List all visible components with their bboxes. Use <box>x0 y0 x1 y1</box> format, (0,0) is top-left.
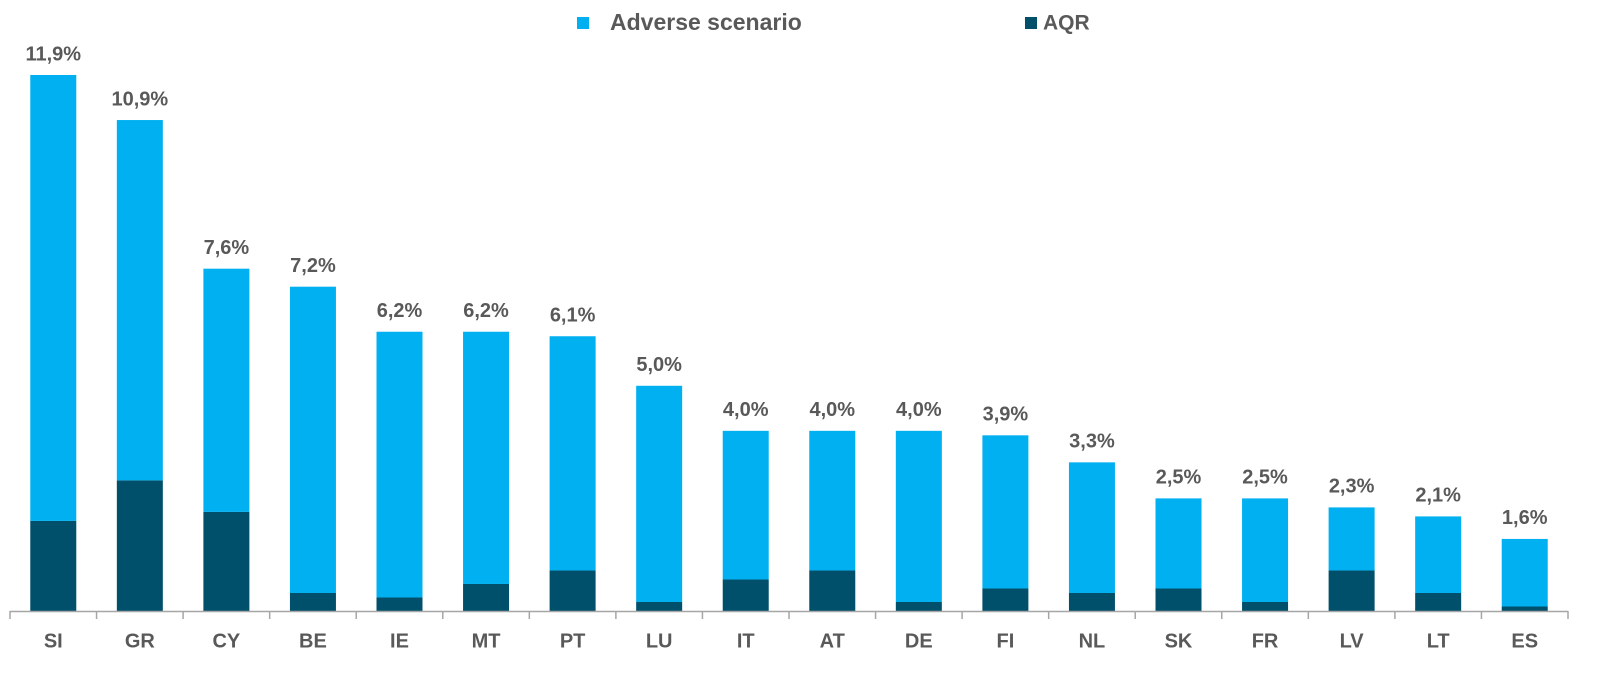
legend-label: AQR <box>1043 12 1090 35</box>
x-tick-label: IE <box>390 630 409 652</box>
bar-segment <box>722 579 769 611</box>
bar-segment <box>982 435 1029 589</box>
bar-segment <box>376 331 423 598</box>
bar-segment <box>722 430 769 580</box>
bar-segment <box>636 601 683 611</box>
bar-segment <box>1328 507 1375 571</box>
bar-segment <box>549 570 596 611</box>
x-tick-label: DE <box>905 630 933 652</box>
total-label: 2,5% <box>1156 467 1202 489</box>
x-tick-label: MT <box>472 630 501 652</box>
legend-label: Adverse scenario <box>610 9 802 35</box>
bar-segment <box>809 570 856 611</box>
total-label: 2,1% <box>1415 485 1461 507</box>
bar-segment <box>376 597 423 611</box>
bar-segment <box>982 588 1029 611</box>
bar-segment <box>1242 601 1289 611</box>
total-label: 3,3% <box>1069 431 1115 453</box>
total-label: 7,6% <box>204 237 250 259</box>
bar-segment <box>463 331 510 584</box>
x-tick-label: NL <box>1079 630 1106 652</box>
x-tick-label: FI <box>996 630 1014 652</box>
bar-segment <box>289 592 336 611</box>
total-label: 1,6% <box>1502 507 1548 529</box>
total-label: 10,9% <box>111 88 168 110</box>
total-label: 4,0% <box>809 399 855 421</box>
x-tick-label: LT <box>1427 630 1450 652</box>
bar-segment <box>289 286 336 593</box>
x-tick-label: SI <box>44 630 63 652</box>
x-tick-label: ES <box>1511 630 1538 652</box>
total-label: 6,2% <box>463 300 509 322</box>
legend-swatch <box>577 17 589 29</box>
bar-segment <box>1155 588 1202 611</box>
x-tick-label: IT <box>737 630 755 652</box>
bar-segment <box>1415 516 1462 593</box>
x-tick-label: PT <box>560 630 586 652</box>
bar-segment <box>1155 498 1202 589</box>
bar-segment <box>203 511 250 611</box>
bar-segment <box>895 430 942 602</box>
x-tick-label: BE <box>299 630 327 652</box>
total-label: 7,2% <box>290 255 336 277</box>
total-label: 2,3% <box>1329 476 1375 498</box>
bar-segment <box>203 268 250 512</box>
x-tick-label: SK <box>1165 630 1193 652</box>
x-tick-label: GR <box>125 630 156 652</box>
total-label: 6,1% <box>550 305 596 327</box>
total-label: 5,0% <box>636 354 682 376</box>
total-label: 6,2% <box>377 300 423 322</box>
bar-segment <box>1242 498 1289 602</box>
x-tick-label: LU <box>646 630 673 652</box>
bar-segment <box>636 385 683 602</box>
bar-segment <box>1501 606 1548 611</box>
bar-segment <box>116 480 163 611</box>
total-label: 4,0% <box>723 399 769 421</box>
total-label: 2,5% <box>1242 467 1288 489</box>
bar-segment <box>809 430 856 571</box>
x-tick-label: AT <box>820 630 845 652</box>
bar-segment <box>30 520 77 611</box>
x-tick-label: FR <box>1252 630 1279 652</box>
bar-segment <box>1068 462 1115 593</box>
total-label: 3,9% <box>983 404 1029 426</box>
total-label: 11,9% <box>25 43 81 65</box>
total-label: 4,0% <box>896 399 942 421</box>
bar-segment <box>1415 592 1462 611</box>
bar-segment <box>116 120 163 481</box>
bar-segment <box>1068 592 1115 611</box>
bar-segment <box>549 336 596 571</box>
x-tick-label: LV <box>1340 630 1365 652</box>
bar-segment <box>1501 538 1548 607</box>
bar-segment <box>30 75 77 521</box>
bar-segment <box>1328 570 1375 611</box>
bar-segment <box>895 601 942 611</box>
x-tick-label: CY <box>212 630 240 652</box>
legend-swatch <box>1025 17 1037 29</box>
bar-segment <box>463 583 510 611</box>
